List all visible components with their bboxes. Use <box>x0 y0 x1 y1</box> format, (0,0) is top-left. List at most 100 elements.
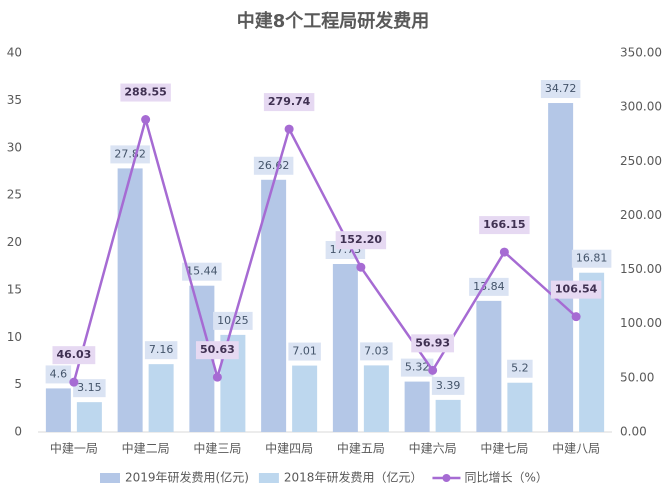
y2-tick-label: 50.00 <box>620 370 654 384</box>
data-label: 3.39 <box>436 379 461 392</box>
line-point <box>356 262 366 272</box>
line-label: 279.74 <box>268 95 311 108</box>
bar <box>435 399 461 432</box>
y2-tick-label: 300.00 <box>620 100 662 114</box>
bar <box>45 388 71 432</box>
line-point <box>69 377 79 387</box>
x-tick-label: 中建四局 <box>265 441 313 456</box>
data-label-bg <box>182 262 222 281</box>
data-label-bg <box>507 359 533 378</box>
line-label-bg <box>550 280 602 299</box>
data-label-bg <box>571 249 612 268</box>
line-label: 166.15 <box>483 218 525 231</box>
bar <box>404 381 430 432</box>
x-tick-label: 中建二局 <box>122 441 170 456</box>
data-label: 7.01 <box>292 345 317 358</box>
y2-tick-label: 200.00 <box>620 208 662 222</box>
line-label-bg <box>411 334 455 353</box>
y2-tick-label: 0.00 <box>620 425 647 439</box>
data-label: 5.32 <box>405 361 430 374</box>
legend-swatch-dot <box>442 474 451 482</box>
data-label: 5.2 <box>511 362 529 375</box>
data-label-bg <box>144 341 178 360</box>
x-tick-label: 中建六局 <box>409 441 457 456</box>
line-label: 106.54 <box>555 283 598 296</box>
line-point <box>284 124 294 134</box>
data-label: 27.82 <box>114 147 146 160</box>
data-label-bg <box>431 376 465 395</box>
legend-swatch <box>100 473 120 483</box>
y-tick-label: 20 <box>7 235 22 249</box>
line-label-bg <box>263 93 315 112</box>
y-tick-label: 15 <box>7 282 22 296</box>
data-label: 3.15 <box>77 381 102 394</box>
x-tick-label: 中建五局 <box>337 441 385 456</box>
y2-tick-label: 250.00 <box>620 154 662 168</box>
y-tick-label: 5 <box>14 377 22 391</box>
line-label: 46.03 <box>56 348 91 361</box>
legend-label: 2018年研发费用（亿元） <box>284 470 423 485</box>
data-label-bg <box>540 80 581 99</box>
data-label-bg <box>73 379 106 398</box>
data-label-bg <box>253 156 294 175</box>
data-label: 34.72 <box>545 82 577 95</box>
bar <box>76 402 102 432</box>
y-tick-label: 35 <box>7 93 22 107</box>
line-label-bg <box>52 346 96 365</box>
line-label-bg <box>120 83 171 102</box>
y2-tick-label: 100.00 <box>620 316 662 330</box>
line-point <box>212 372 222 382</box>
x-tick-label: 中建七局 <box>480 441 528 456</box>
y-tick-label: 30 <box>7 140 22 154</box>
line-label-bg <box>195 341 239 360</box>
bar <box>261 179 287 432</box>
data-label-bg <box>110 145 150 164</box>
data-label-bg <box>360 342 393 361</box>
line-label: 56.93 <box>415 336 450 349</box>
x-tick-label: 中建一局 <box>50 441 98 456</box>
y2-tick-label: 150.00 <box>620 262 662 276</box>
bar <box>292 365 318 432</box>
bar <box>332 264 358 432</box>
x-tick-label: 中建三局 <box>193 441 241 456</box>
data-label-bg <box>469 277 509 296</box>
bar <box>579 272 605 432</box>
data-label: 15.44 <box>186 265 218 278</box>
line-label: 50.63 <box>200 343 235 356</box>
chart-title: 中建8个工程局研发费用 <box>237 10 430 32</box>
line-label-bg <box>479 216 530 235</box>
legend-swatch <box>258 473 279 483</box>
line-point <box>499 247 509 257</box>
data-label: 13.84 <box>473 280 505 293</box>
y-tick-label: 0 <box>14 425 22 439</box>
y-tick-label: 25 <box>7 188 22 202</box>
line-point <box>141 115 151 125</box>
data-label-bg <box>288 342 321 361</box>
line-label: 288.55 <box>124 86 166 99</box>
bar <box>548 103 574 432</box>
data-label-bg <box>400 358 434 377</box>
bar <box>507 382 533 432</box>
data-label: 4.6 <box>50 367 68 380</box>
bar <box>148 364 174 432</box>
line <box>72 114 577 383</box>
x-tick-label: 中建八局 <box>552 441 600 456</box>
data-label: 26.62 <box>258 159 290 172</box>
line-point <box>571 312 581 322</box>
data-label-bg <box>45 365 72 384</box>
y-tick-label: 40 <box>7 46 22 60</box>
data-label: 7.03 <box>364 344 389 357</box>
line-label-bg <box>335 231 387 250</box>
line-point <box>428 365 438 375</box>
data-label: 16.81 <box>576 252 608 265</box>
y-tick-label: 10 <box>7 330 22 344</box>
bar <box>117 168 143 432</box>
legend-label: 同比增长（%） <box>464 471 547 485</box>
data-label: 7.16 <box>149 343 174 356</box>
legend-label: 2019年研发费用(亿元) <box>125 470 249 485</box>
y2-tick-label: 350.00 <box>620 46 662 60</box>
bar <box>363 365 389 432</box>
bar <box>476 300 502 432</box>
line-label: 152.20 <box>340 233 383 246</box>
